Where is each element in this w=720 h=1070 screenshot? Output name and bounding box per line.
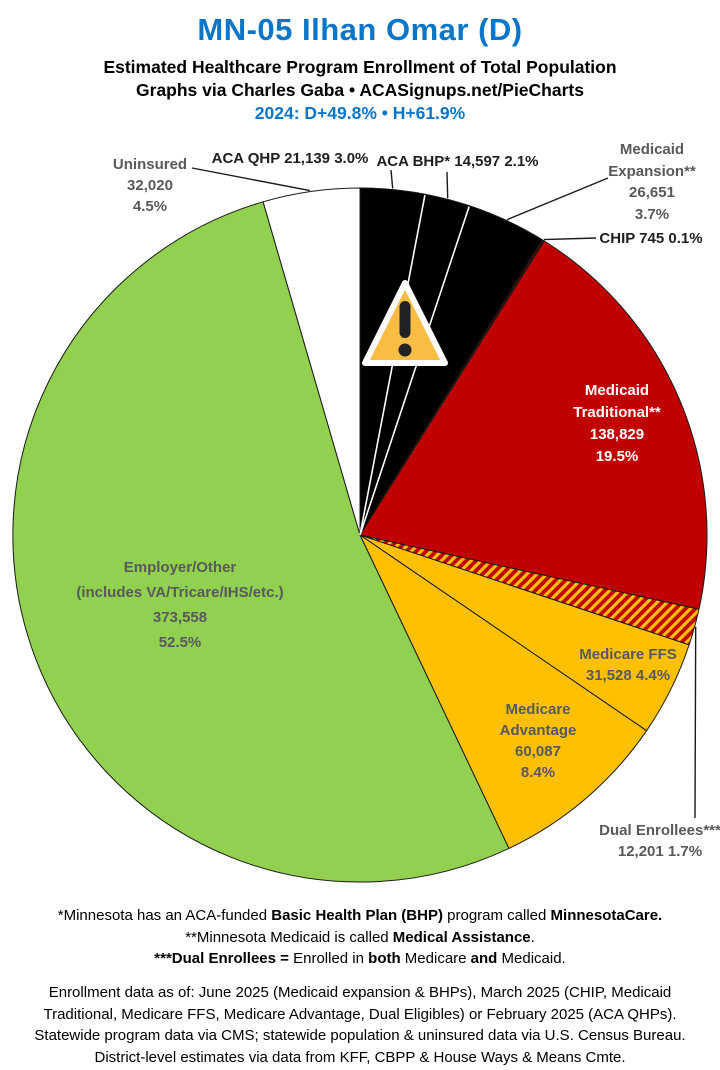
slice-label-aca-qhp: ACA QHP 21,139 3.0% bbox=[211, 150, 369, 167]
subtitle-credit: Graphs via Charles Gaba • ACASignups.net… bbox=[136, 80, 584, 100]
slice-label-aca-bhp: ACA BHP* 14,597 2.1% bbox=[376, 153, 539, 170]
source-line: Traditional, Medicare FFS, Medicare Adva… bbox=[43, 1005, 677, 1023]
slice-label-medicaid-expansion: Medicaid Expansion** 26,651 3.7% bbox=[608, 141, 696, 223]
source-line: Statewide program data via CMS; statewid… bbox=[34, 1027, 686, 1044]
slice-label-medicaid-traditional: Medicaid Traditional** 138,829 19.5% bbox=[573, 382, 661, 465]
source-note: Enrollment data as of: June 2025 (Medica… bbox=[0, 982, 720, 1068]
warning-triangle-icon bbox=[362, 280, 448, 366]
footnote-medicaid: **Minnesota Medicaid is called Medical A… bbox=[185, 928, 535, 946]
footnotes: *Minnesota has an ACA-funded Basic Healt… bbox=[0, 905, 720, 970]
slice-label-medicare-advantage: Medicare Advantage 60,087 8.4% bbox=[499, 701, 577, 781]
subtitle-enrollment: Estimated Healthcare Program Enrollment … bbox=[103, 57, 617, 77]
partisan-lean: 2024: D+49.8% • H+61.9% bbox=[254, 103, 466, 123]
footnote-bhp: *Minnesota has an ACA-funded Basic Healt… bbox=[57, 907, 663, 924]
pie-slices bbox=[12, 167, 708, 883]
slice-label-medicare-ffs: Medicare FFS 31,528 4.4% bbox=[579, 646, 677, 684]
source-line: Enrollment data as of: June 2025 (Medica… bbox=[48, 984, 672, 1001]
footnote-dual: ***Dual Enrollees = Enrolled in both Med… bbox=[154, 950, 566, 967]
source-line: District-level estimates via data from K… bbox=[94, 1048, 626, 1066]
slice-label-uninsured: Uninsured 32,020 4.5% bbox=[112, 156, 188, 215]
slice-label-employer-other: Employer/Other (includes VA/Tricare/IHS/… bbox=[76, 559, 284, 651]
slice-label-dual-enrollees: Dual Enrollees*** 12,201 1.7% bbox=[599, 822, 720, 860]
slice-label-chip: CHIP 745 0.1% bbox=[599, 230, 703, 247]
page-title: MN-05 Ilhan Omar (D) bbox=[197, 12, 523, 47]
